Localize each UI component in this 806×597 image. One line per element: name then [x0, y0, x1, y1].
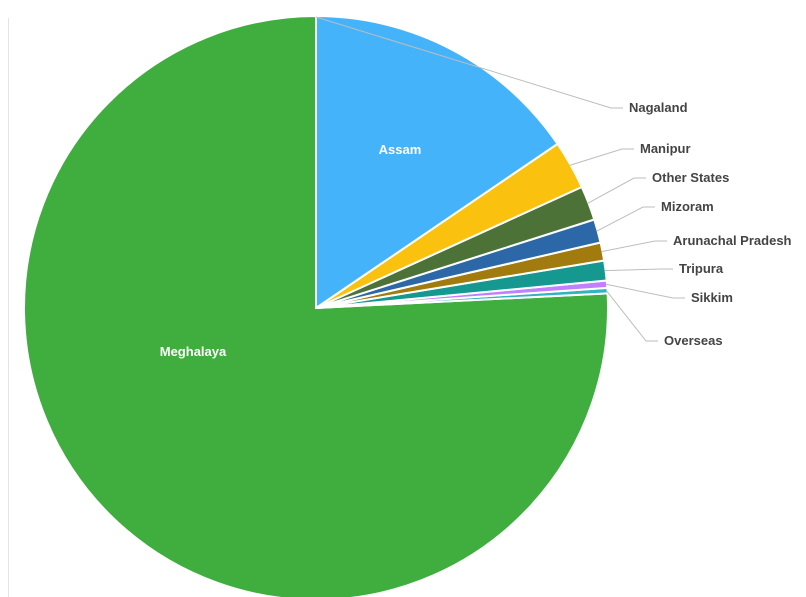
- leader-line-overseas: [606, 290, 658, 342]
- pie-labels: Meghalaya Overseas Sikkim Tripura Arunachal …: [160, 16, 792, 359]
- leader-line-mizoram: [596, 206, 655, 232]
- leader-line-nagaland: [315, 16, 623, 109]
- pie-slice-meghalaya[interactable]: [23, 15, 609, 597]
- pie-slice-assam[interactable]: [315, 15, 559, 309]
- leader-line-sikkim: [605, 283, 685, 299]
- slice-label-sikkim: Sikkim: [691, 290, 733, 305]
- slice-label-assam: Assam: [379, 142, 422, 157]
- slice-label-tripura: Tripura: [679, 261, 724, 276]
- slice-label-overseas: Overseas: [664, 333, 723, 348]
- leader-line-arunachal-pradesh: [601, 240, 667, 253]
- slice-label-manipur: Manipur: [640, 141, 691, 156]
- left-border: [8, 18, 9, 597]
- leader-line-manipur: [569, 148, 634, 166]
- pie-slices: [23, 15, 609, 597]
- leader-line-tripura: [604, 268, 673, 272]
- slice-label-meghalaya: Meghalaya: [160, 344, 227, 359]
- slice-label-nagaland: Nagaland: [629, 100, 688, 115]
- slice-label-arunachal-pradesh: Arunachal Pradesh: [673, 233, 792, 248]
- leader-line-other-states: [587, 177, 646, 204]
- slice-label-mizoram: Mizoram: [661, 199, 714, 214]
- slice-label-other-states: Other States: [652, 170, 729, 185]
